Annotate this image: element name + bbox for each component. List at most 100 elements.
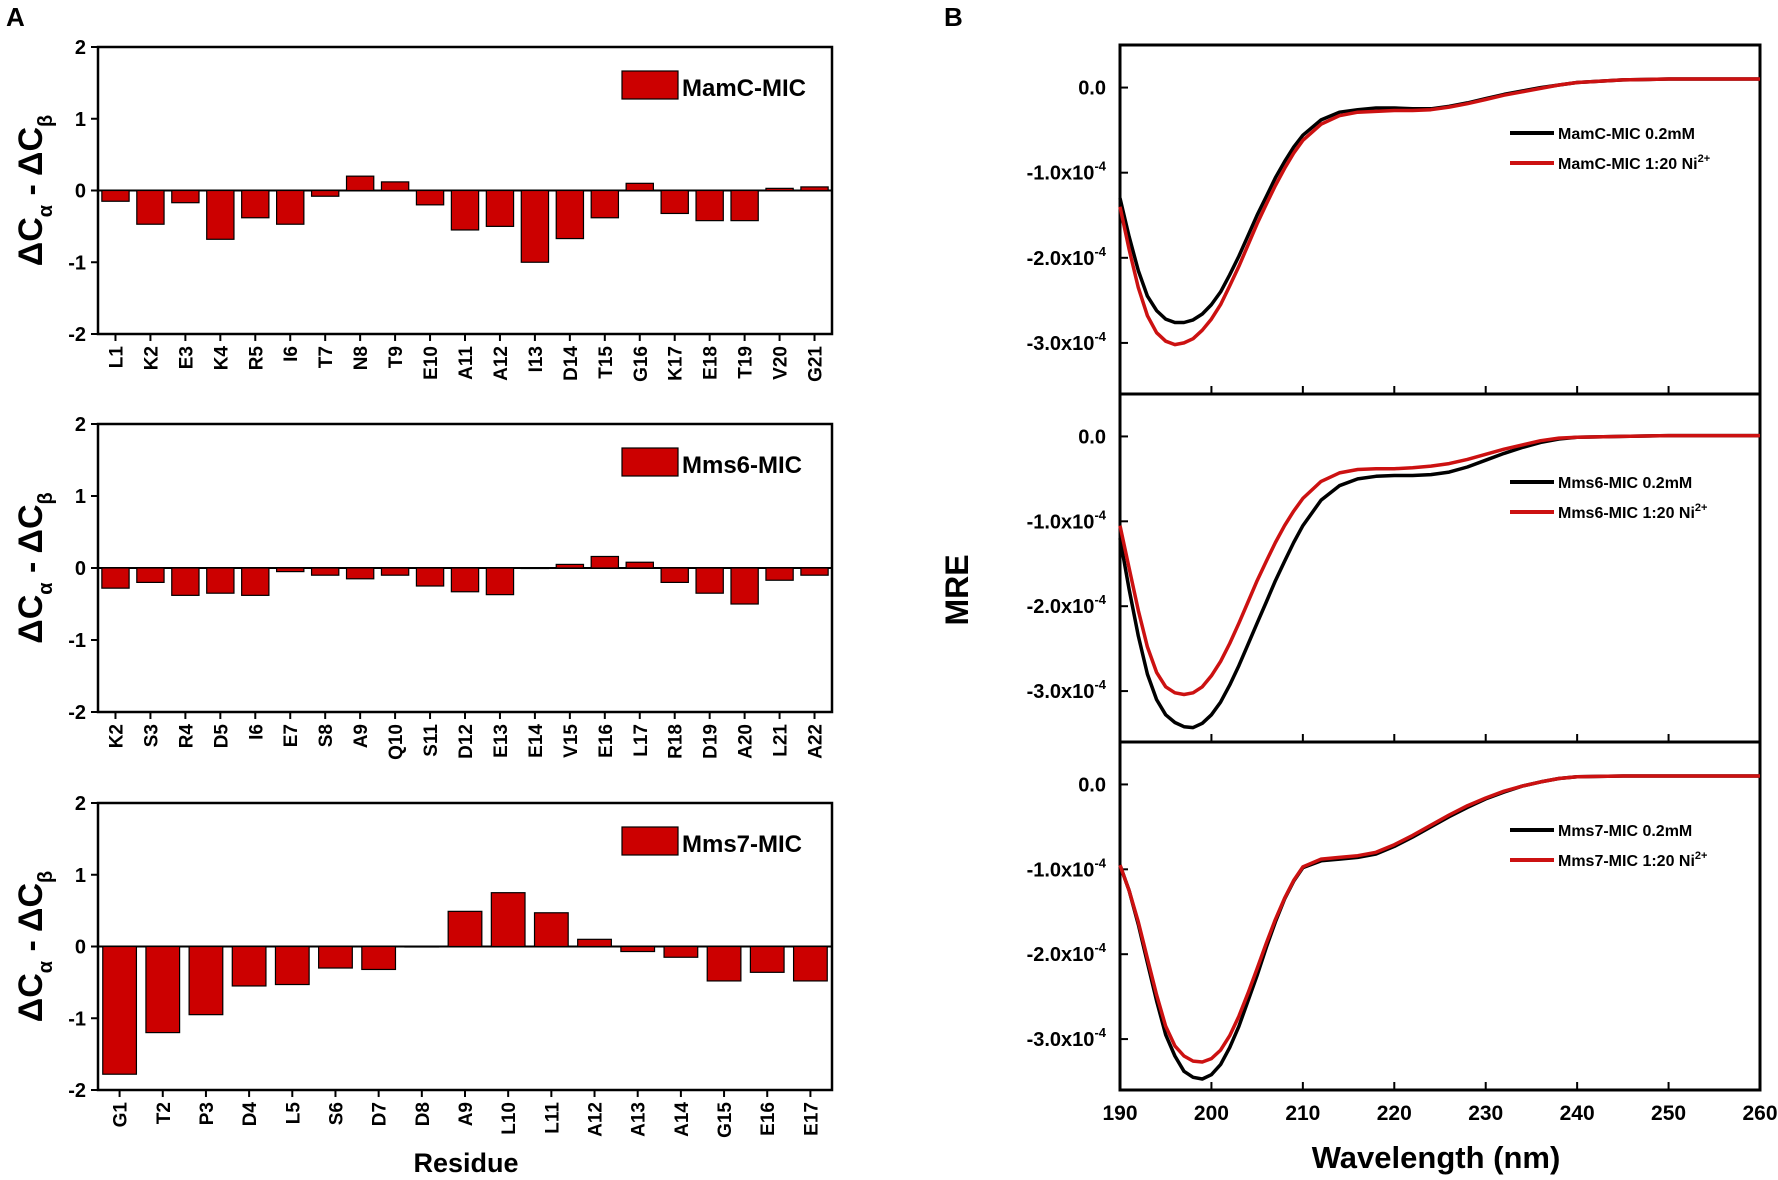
bar-E7 (276, 567, 305, 573)
bar-D19 (695, 567, 724, 594)
ylabel-delta-c-1: ΔC (12, 595, 50, 644)
bar-N8 (345, 175, 375, 192)
x-tick-label-E16: E16 (758, 1102, 779, 1136)
bar-Q10 (380, 567, 410, 576)
x-tick-label-E3: E3 (176, 346, 197, 369)
bar-G15 (706, 945, 742, 982)
y-tick-mantissa: -2.0x10 (1027, 596, 1095, 618)
ylabel-minus: - (12, 932, 50, 961)
legend-label-ni: Mms7-MIC 1:20 Ni2+ (1558, 850, 1707, 870)
legend-label: MamC-MIC (682, 75, 806, 102)
bar-P3 (188, 945, 224, 1016)
x-tick-label-D4: D4 (240, 1102, 261, 1127)
series-line-ni (1118, 77, 1760, 347)
bar-T9 (380, 181, 410, 192)
y-tick-label: -1.0x10-4 (1027, 159, 1107, 185)
series-line-ni (1118, 774, 1760, 1064)
legend-label-ni: Mms6-MIC 1:20 Ni2+ (1558, 502, 1707, 522)
x-tick-label-D14: D14 (561, 346, 582, 381)
bar-S6 (318, 945, 353, 969)
ylabel-minus: - (12, 176, 50, 205)
y-tick-label: -3.0x10-4 (1027, 677, 1107, 703)
legend-ni-charge: 2+ (1695, 502, 1708, 514)
y-tick-label: 0 (75, 181, 86, 203)
bar-A22 (800, 567, 829, 576)
y-tick-mantissa: -2.0x10 (1027, 248, 1095, 270)
x-tick-label-210: 210 (1285, 1102, 1320, 1125)
legend-label: Mms6-MIC (682, 452, 802, 479)
bar-V15 (555, 563, 585, 569)
plot-frame (1118, 392, 1762, 744)
bar-S8 (310, 567, 340, 576)
legend-ni-text: Mms6-MIC 1:20 Ni (1558, 505, 1695, 522)
bar-A12 (485, 189, 515, 227)
x-tick-label-L21: L21 (771, 724, 792, 757)
x-tick-label-I13: I13 (526, 346, 547, 372)
y-tick-label: -1 (68, 1008, 86, 1030)
x-tick-label-R18: R18 (666, 724, 687, 759)
ylabel-alpha: α (35, 204, 57, 217)
x-tick-label-260: 260 (1742, 1102, 1777, 1125)
x-tick-label-A9: A9 (351, 724, 372, 748)
y-axis-label: ΔCα - ΔCβ (12, 492, 57, 643)
legend-label-control: Mms7-MIC 0.2mM (1558, 823, 1692, 840)
x-tick-label-R4: R4 (176, 724, 197, 749)
bar-D14 (555, 189, 585, 240)
bar-chart-mms7: 2 1 0 -1 -2 G1 T2 P3 D4 L5 S6 D7 D8 A9 L10 L11 A12 A13 A14… (12, 793, 834, 1138)
y-tick-label: -1.0x10-4 (1027, 855, 1107, 881)
x-tick-label-E7: E7 (281, 724, 302, 747)
y-tick-label: -2.0x10-4 (1027, 592, 1107, 618)
x-tick-label-V15: V15 (561, 724, 582, 758)
y-tick-label: 0.0 (1078, 774, 1106, 796)
bar-chart-mamc: 2 1 0 -1 -2 L1 K2 E3 K4 R5 I6 T7 N8 T9 E10 A11 A12 I13 D14… (12, 37, 834, 382)
bar-I6 (241, 567, 270, 596)
y-tick-label: -3.0x10-4 (1027, 1025, 1107, 1051)
y-tick-label: -1 (68, 630, 86, 652)
bar-A13 (620, 945, 656, 953)
bar-G21 (800, 186, 829, 192)
y-tick-mantissa: -2.0x10 (1027, 944, 1095, 966)
x-tick-label-I6: I6 (246, 724, 267, 740)
x-tick-label-L17: L17 (631, 724, 652, 757)
ylabel-delta-c-2: ΔC (12, 883, 50, 932)
y-tick-exponent: -4 (1094, 592, 1106, 607)
y-tick-label: 2 (75, 37, 86, 59)
y-tick-label: -2 (68, 1080, 86, 1102)
x-tick-label-K2: K2 (141, 346, 162, 370)
legend-label-ni: MamC-MIC 1:20 Ni2+ (1558, 153, 1710, 173)
x-tick-label-A14: A14 (672, 1102, 693, 1137)
x-tick-label-R5: R5 (246, 346, 267, 371)
x-tick-label-G21: G21 (806, 346, 827, 382)
y-tick-label: 2 (75, 414, 86, 436)
y-tick-label: -2.0x10-4 (1027, 244, 1107, 270)
x-tick-label-T9: T9 (386, 346, 407, 368)
bar-E13 (485, 567, 515, 596)
bar-K2 (136, 189, 165, 225)
x-tick-label-190: 190 (1102, 1102, 1137, 1125)
bar-R4 (171, 567, 200, 596)
x-tick-label-P3: P3 (197, 1102, 218, 1125)
bar-K2 (101, 567, 130, 589)
y-tick-label: -1.0x10-4 (1027, 507, 1107, 533)
bar-L1 (101, 189, 130, 202)
plot-frame (1118, 740, 1762, 1092)
y-tick-label: -2.0x10-4 (1027, 940, 1107, 966)
legend-swatch (621, 826, 679, 856)
x-tick-label-S6: S6 (326, 1102, 347, 1125)
x-tick-label-L5: L5 (283, 1102, 304, 1125)
x-tick-label-A9: A9 (456, 1102, 477, 1126)
bar-R18 (660, 567, 689, 583)
y-tick-exponent: -4 (1094, 1025, 1106, 1040)
bar-G1 (102, 945, 138, 1075)
bar-A20 (730, 567, 759, 605)
x-tick-label-K17: K17 (666, 346, 687, 381)
legend-swatch (621, 447, 679, 477)
y-axis-label: ΔCα - ΔCβ (12, 115, 57, 266)
bar-S11 (415, 567, 445, 587)
panel-label-b: B (944, 2, 963, 32)
y-tick-label: -1 (68, 252, 86, 274)
bar-R5 (241, 189, 270, 219)
x-tick-label-240: 240 (1560, 1102, 1595, 1125)
x-tick-label-G16: G16 (631, 346, 652, 382)
